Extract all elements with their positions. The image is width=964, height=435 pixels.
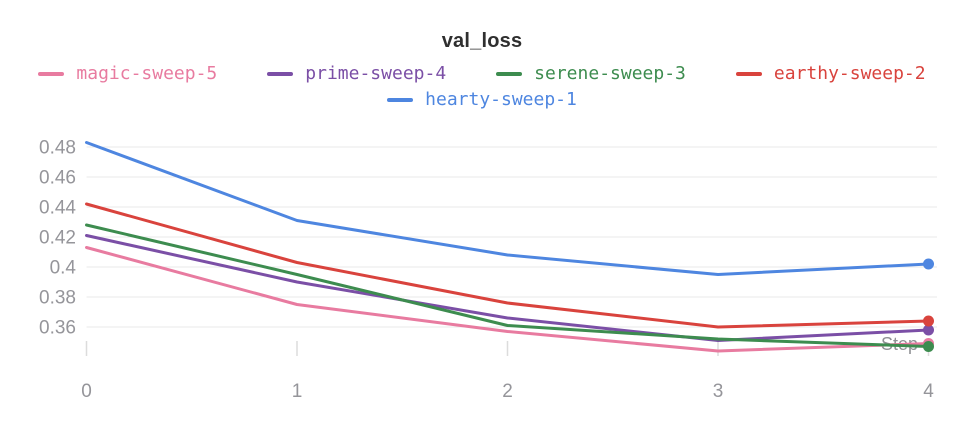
legend-row: magic-sweep-5 prime-sweep-4 serene-sweep-3… xyxy=(38,63,926,85)
legend: magic-sweep-5 prime-sweep-4 serene-sweep-3… xyxy=(0,63,964,111)
x-tick-label: 3 xyxy=(713,381,724,402)
legend-label: magic-sweep-5 xyxy=(76,63,218,84)
legend-row: hearty-sweep-1 xyxy=(387,89,577,111)
series-endpoint-prime-sweep-4[interactable] xyxy=(923,324,934,336)
legend-swatch xyxy=(267,72,294,76)
y-tick-label: 0.44 xyxy=(39,198,76,219)
legend-item-prime-sweep-4[interactable]: prime-sweep-4 xyxy=(267,63,446,85)
x-tick-label: 2 xyxy=(502,381,513,402)
legend-swatch xyxy=(387,98,414,102)
series-line-prime-sweep-4[interactable] xyxy=(85,234,930,342)
legend-swatch xyxy=(496,72,523,76)
x-tick-label: 0 xyxy=(81,381,92,402)
x-tick-label: 1 xyxy=(292,381,303,402)
y-tick-label: 0.38 xyxy=(39,288,76,309)
legend-swatch xyxy=(38,72,65,76)
y-tick-label: 0.42 xyxy=(39,228,76,249)
legend-swatch xyxy=(735,72,762,76)
series-line-magic-sweep-5[interactable] xyxy=(85,246,930,353)
series-endpoint-earthy-sweep-2[interactable] xyxy=(923,315,934,327)
series-line-serene-sweep-3[interactable] xyxy=(85,223,930,348)
legend-label: serene-sweep-3 xyxy=(534,63,686,84)
y-tick-label: 0.4 xyxy=(50,258,77,279)
series-line-earthy-sweep-2[interactable] xyxy=(85,202,930,329)
series-line-hearty-sweep-1[interactable] xyxy=(85,141,930,276)
legend-label: prime-sweep-4 xyxy=(305,63,447,84)
x-tick-label: 4 xyxy=(923,381,934,402)
legend-label: earthy-sweep-2 xyxy=(773,63,926,84)
series-endpoint-hearty-sweep-1[interactable] xyxy=(923,258,934,270)
series-endpoint-serene-sweep-3[interactable] xyxy=(923,341,934,352)
legend-item-serene-sweep-3[interactable]: serene-sweep-3 xyxy=(496,63,686,85)
y-tick-label: 0.36 xyxy=(39,318,76,339)
legend-label: hearty-sweep-1 xyxy=(425,89,577,110)
legend-item-earthy-sweep-2[interactable]: earthy-sweep-2 xyxy=(735,63,926,85)
legend-item-hearty-sweep-1[interactable]: hearty-sweep-1 xyxy=(387,89,577,111)
y-tick-label: 0.46 xyxy=(39,168,76,189)
y-tick-label: 0.48 xyxy=(39,138,76,159)
legend-item-magic-sweep-5[interactable]: magic-sweep-5 xyxy=(38,63,217,85)
chart-title: val_loss xyxy=(441,30,523,52)
